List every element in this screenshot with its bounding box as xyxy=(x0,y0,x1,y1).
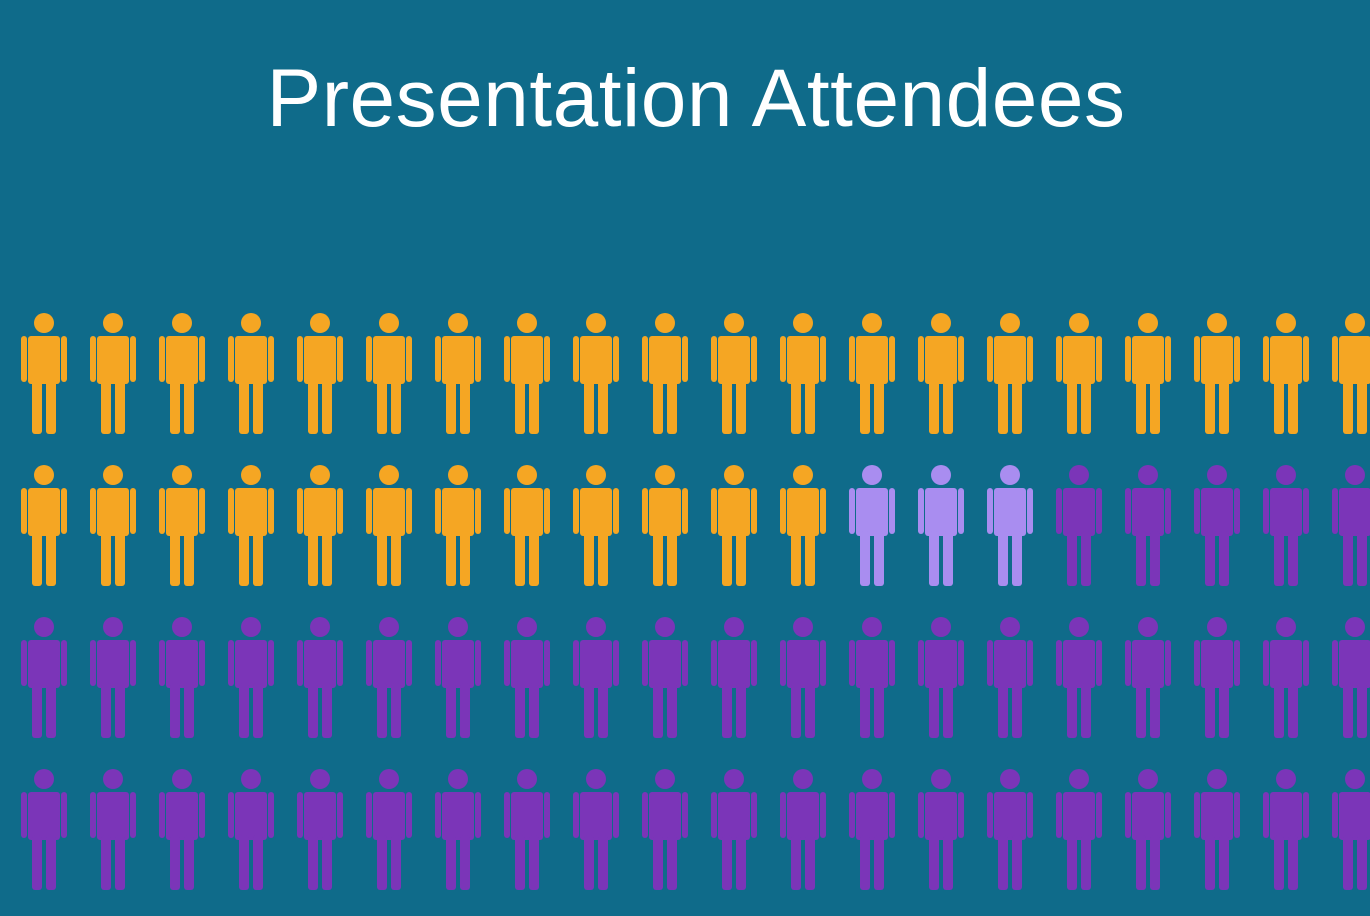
person-icon xyxy=(1125,617,1171,738)
person-icon xyxy=(228,313,274,434)
person-icon xyxy=(504,465,550,586)
person-icon xyxy=(849,617,895,738)
person-icon xyxy=(711,769,757,890)
person-icon xyxy=(366,313,412,434)
person-icon xyxy=(1056,617,1102,738)
person-icon xyxy=(435,617,481,738)
person-icon xyxy=(1263,769,1309,890)
person-icon xyxy=(21,465,67,586)
person-icon xyxy=(780,465,826,586)
person-icon xyxy=(21,769,67,890)
person-icon xyxy=(297,313,343,434)
person-icon xyxy=(918,769,964,890)
person-icon xyxy=(21,617,67,738)
person-icon xyxy=(1194,465,1240,586)
person-icon xyxy=(849,465,895,586)
person-icon xyxy=(435,465,481,586)
person-icon xyxy=(918,465,964,586)
person-icon xyxy=(159,465,205,586)
person-icon xyxy=(504,313,550,434)
person-icon xyxy=(504,769,550,890)
person-icon xyxy=(642,617,688,738)
person-icon xyxy=(711,617,757,738)
person-icon xyxy=(297,769,343,890)
person-icon xyxy=(90,313,136,434)
person-icon xyxy=(1125,769,1171,890)
person-icon xyxy=(849,313,895,434)
person-icon xyxy=(573,769,619,890)
person-icon xyxy=(987,769,1033,890)
person-icon xyxy=(228,769,274,890)
person-icon xyxy=(987,617,1033,738)
person-icon xyxy=(366,617,412,738)
page-title: Presentation Attendees xyxy=(266,53,1126,144)
person-icon xyxy=(573,617,619,738)
person-icon xyxy=(711,313,757,434)
person-icon xyxy=(366,769,412,890)
person-icon xyxy=(1056,465,1102,586)
person-icon xyxy=(1263,465,1309,586)
person-icon xyxy=(228,617,274,738)
person-icon xyxy=(1194,769,1240,890)
person-icon xyxy=(780,617,826,738)
person-icon xyxy=(1056,769,1102,890)
person-icon xyxy=(1125,313,1171,434)
person-icon xyxy=(366,465,412,586)
person-icon xyxy=(1125,465,1171,586)
person-icon xyxy=(1332,313,1370,434)
person-icon xyxy=(228,465,274,586)
person-icon xyxy=(918,313,964,434)
person-icon xyxy=(1194,617,1240,738)
person-icon xyxy=(642,465,688,586)
person-icon xyxy=(1332,465,1370,586)
person-icon xyxy=(159,313,205,434)
person-icon xyxy=(849,769,895,890)
person-icon xyxy=(573,465,619,586)
person-icon xyxy=(1263,617,1309,738)
person-icon xyxy=(987,313,1033,434)
person-icon xyxy=(1332,769,1370,890)
person-icon xyxy=(573,313,619,434)
person-icon xyxy=(504,617,550,738)
person-icon xyxy=(780,313,826,434)
person-icon xyxy=(435,769,481,890)
person-icon xyxy=(90,769,136,890)
person-icon xyxy=(1332,617,1370,738)
person-icon xyxy=(159,617,205,738)
person-icon xyxy=(642,313,688,434)
person-icon xyxy=(1056,313,1102,434)
person-icon xyxy=(159,769,205,890)
person-icon xyxy=(711,465,757,586)
person-icon xyxy=(90,465,136,586)
person-icon xyxy=(297,617,343,738)
person-icon xyxy=(90,617,136,738)
person-icon xyxy=(297,465,343,586)
person-icon xyxy=(642,769,688,890)
person-icon xyxy=(987,465,1033,586)
person-icon xyxy=(918,617,964,738)
person-icon xyxy=(1263,313,1309,434)
person-icon xyxy=(435,313,481,434)
person-icon xyxy=(21,313,67,434)
person-icon xyxy=(1194,313,1240,434)
person-icon xyxy=(780,769,826,890)
